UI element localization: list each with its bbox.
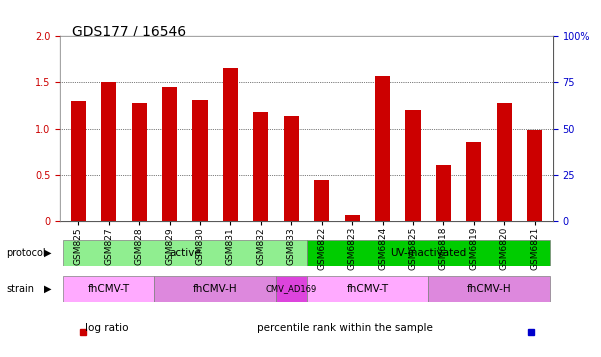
Bar (162, 87, 177, 221)
Point (165, 36, 174, 42)
Text: CMV_AD169: CMV_AD169 (266, 284, 317, 293)
FancyBboxPatch shape (307, 240, 550, 266)
Text: UV-inactivated: UV-inactivated (390, 248, 466, 258)
Text: percentile rank within the sample: percentile rank within the sample (257, 323, 433, 333)
Point (73, 36, 83, 42)
Bar (527, 130, 542, 221)
Text: GDS177 / 16546: GDS177 / 16546 (72, 25, 186, 39)
Bar (223, 68, 238, 221)
Text: ▶: ▶ (44, 284, 51, 294)
Bar (253, 112, 269, 221)
Text: ▶: ▶ (44, 248, 51, 258)
Point (195, 36, 205, 42)
Point (439, 61, 448, 66)
Point (408, 36, 418, 42)
Text: fhCMV-T: fhCMV-T (346, 284, 388, 294)
FancyBboxPatch shape (428, 276, 550, 302)
FancyBboxPatch shape (154, 276, 276, 302)
Point (317, 85, 326, 91)
Point (287, 42, 296, 48)
FancyBboxPatch shape (63, 240, 307, 266)
Bar (192, 100, 207, 221)
Text: protocol: protocol (6, 248, 46, 258)
Point (530, 57, 540, 63)
Text: fhCMV-H: fhCMV-H (467, 284, 511, 294)
Point (499, 61, 509, 66)
Bar (284, 116, 299, 221)
Bar (314, 180, 329, 221)
Text: active: active (169, 248, 201, 258)
Point (135, 36, 144, 42)
Bar (132, 102, 147, 221)
Point (256, 36, 266, 42)
Bar (375, 76, 390, 221)
Bar (71, 101, 86, 221)
Bar (436, 165, 451, 221)
Text: fhCMV-T: fhCMV-T (88, 284, 130, 294)
Point (104, 36, 114, 42)
Bar (406, 110, 421, 221)
Text: log ratio: log ratio (85, 323, 128, 333)
Bar (344, 215, 360, 221)
Bar (101, 82, 117, 221)
Bar (466, 142, 481, 221)
Point (378, 50, 388, 55)
Bar (496, 102, 512, 221)
Point (225, 36, 235, 42)
FancyBboxPatch shape (63, 276, 154, 302)
FancyBboxPatch shape (276, 276, 307, 302)
Point (469, 55, 478, 61)
Point (347, 116, 357, 122)
Text: fhCMV-H: fhCMV-H (193, 284, 237, 294)
FancyBboxPatch shape (307, 276, 428, 302)
Text: strain: strain (6, 284, 34, 294)
